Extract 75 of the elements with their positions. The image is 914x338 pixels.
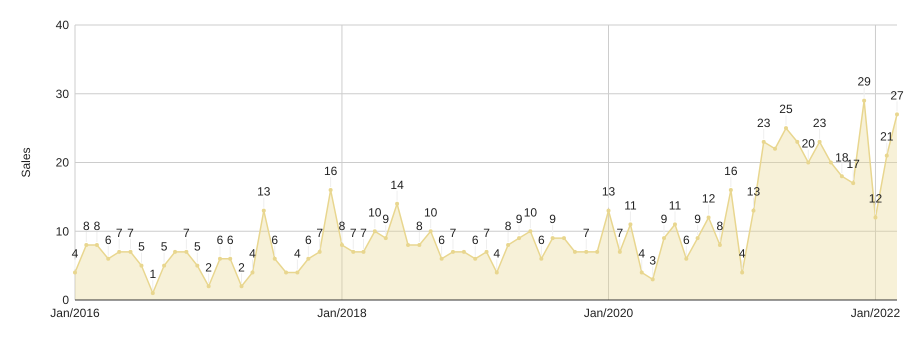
x-tick-label: Jan/2018 bbox=[317, 306, 367, 320]
data-label: 27 bbox=[890, 88, 904, 102]
data-label: 6 bbox=[216, 232, 224, 247]
data-label: 3 bbox=[649, 253, 656, 268]
data-label: 2 bbox=[205, 260, 212, 274]
data-label: 9 bbox=[516, 212, 523, 226]
data-label: 9 bbox=[382, 212, 390, 226]
data-label: 12 bbox=[868, 192, 882, 206]
data-label: 6 bbox=[438, 232, 446, 247]
data-label: 8 bbox=[504, 219, 512, 233]
data-label: 17 bbox=[846, 157, 860, 172]
data-label: 13 bbox=[602, 184, 616, 199]
data-label: 7 bbox=[582, 226, 590, 240]
data-label: 9 bbox=[549, 212, 556, 226]
y-tick-label: 10 bbox=[56, 224, 70, 238]
data-label: 4 bbox=[638, 246, 646, 260]
data-label: 23 bbox=[757, 116, 771, 130]
data-label: 21 bbox=[880, 130, 894, 144]
data-label: 7 bbox=[450, 226, 457, 240]
data-label: 8 bbox=[416, 219, 424, 233]
data-label: 6 bbox=[226, 232, 234, 247]
data-label: 7 bbox=[483, 226, 490, 240]
data-label: 7 bbox=[616, 226, 624, 240]
data-label: 6 bbox=[538, 232, 545, 247]
data-label: 29 bbox=[857, 74, 872, 89]
data-label: 11 bbox=[624, 198, 637, 212]
data-label: 11 bbox=[668, 198, 682, 212]
data-label: 10 bbox=[524, 205, 538, 220]
data-label: 8 bbox=[82, 219, 90, 233]
y-tick-label: 20 bbox=[56, 156, 70, 170]
data-label: 10 bbox=[368, 205, 382, 220]
data-label: 7 bbox=[183, 226, 190, 240]
x-tick-label: Jan/2016 bbox=[50, 306, 100, 320]
data-label: 20 bbox=[802, 136, 816, 150]
x-tick-label: Jan/2020 bbox=[584, 306, 634, 320]
data-label: 6 bbox=[104, 232, 112, 247]
data-label: 4 bbox=[493, 246, 500, 260]
y-axis-title: Sales bbox=[19, 147, 33, 178]
data-label: 7 bbox=[350, 226, 357, 240]
data-label: 6 bbox=[472, 232, 479, 247]
data-label: 9 bbox=[660, 212, 668, 226]
y-tick-label: 30 bbox=[56, 86, 70, 101]
data-label: 4 bbox=[294, 246, 302, 260]
data-label: 10 bbox=[424, 205, 438, 220]
data-label: 13 bbox=[257, 184, 271, 199]
data-label: 2 bbox=[238, 260, 246, 274]
data-label: 1 bbox=[149, 267, 156, 282]
data-label: 5 bbox=[194, 240, 201, 254]
data-label: 7 bbox=[127, 226, 134, 240]
y-tick-label: 0 bbox=[62, 293, 70, 308]
data-label: 16 bbox=[324, 164, 338, 178]
data-label: 8 bbox=[716, 219, 724, 233]
data-label: 13 bbox=[746, 184, 760, 199]
data-label: 7 bbox=[360, 226, 368, 240]
data-label: 4 bbox=[72, 246, 79, 260]
data-label: 18 bbox=[835, 150, 849, 164]
data-label: 4 bbox=[249, 246, 256, 260]
data-label: 14 bbox=[390, 178, 404, 192]
data-label: 6 bbox=[271, 232, 278, 247]
y-tick-label: 40 bbox=[56, 18, 70, 32]
data-label: 8 bbox=[94, 219, 101, 233]
data-label: 9 bbox=[694, 212, 702, 226]
data-label: 23 bbox=[812, 116, 827, 130]
data-label: 12 bbox=[702, 192, 716, 206]
data-label: 4 bbox=[738, 246, 746, 260]
x-tick-label: Jan/2022 bbox=[850, 306, 900, 320]
data-label: 6 bbox=[305, 232, 312, 247]
data-label: 6 bbox=[682, 232, 690, 247]
data-label: 5 bbox=[138, 240, 146, 254]
data-label: 16 bbox=[724, 164, 738, 178]
data-label: 5 bbox=[160, 240, 168, 254]
data-label: 25 bbox=[779, 102, 793, 116]
data-label: 7 bbox=[116, 226, 123, 240]
data-label: 8 bbox=[338, 219, 346, 233]
data-label: 7 bbox=[316, 226, 324, 240]
